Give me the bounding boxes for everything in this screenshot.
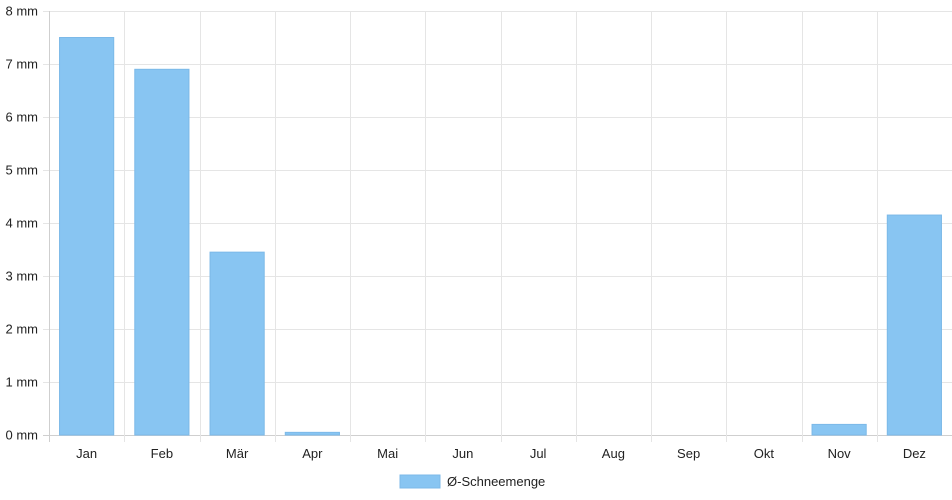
y-tick-label: 6 mm — [6, 110, 39, 125]
y-tick-label: 5 mm — [6, 163, 39, 178]
grid — [43, 11, 952, 442]
y-axis-ticks: 0 mm 1 mm 2 mm 3 mm 4 mm 5 mm 6 mm 7 mm 8 mm — [6, 4, 39, 443]
x-tick-label: Feb — [151, 446, 173, 461]
bar-nov[interactable] — [811, 423, 867, 436]
y-tick-label: 8 mm — [6, 4, 39, 19]
x-tick-label: Aug — [602, 446, 625, 461]
bars — [59, 37, 942, 436]
x-tick-label: Sep — [677, 446, 700, 461]
legend-label[interactable]: Ø-Schneemenge — [447, 474, 545, 489]
legend[interactable]: Ø-Schneemenge — [399, 474, 545, 489]
bar-apr[interactable] — [284, 431, 340, 436]
bar-mär[interactable] — [209, 251, 265, 436]
x-tick-label: Jun — [452, 446, 473, 461]
y-tick-label: 0 mm — [6, 428, 39, 443]
y-tick-label: 7 mm — [6, 57, 39, 72]
x-axis-ticks: Jan Feb Mär Apr Mai Jun Jul Aug Sep Okt Nov Dez — [76, 446, 926, 461]
bar-jan[interactable] — [59, 37, 115, 436]
x-tick-label: Dez — [903, 446, 926, 461]
y-tick-label: 2 mm — [6, 322, 39, 337]
x-tick-label: Jul — [530, 446, 547, 461]
bar-dez[interactable] — [886, 214, 942, 436]
y-tick-label: 1 mm — [6, 375, 39, 390]
x-tick-label: Okt — [754, 446, 775, 461]
x-tick-label: Apr — [302, 446, 323, 461]
x-tick-label: Mär — [226, 446, 249, 461]
y-tick-label: 3 mm — [6, 269, 39, 284]
y-tick-label: 4 mm — [6, 216, 39, 231]
x-tick-label: Mai — [377, 446, 398, 461]
legend-swatch[interactable] — [399, 474, 441, 489]
x-tick-label: Nov — [828, 446, 852, 461]
bar-feb[interactable] — [134, 68, 190, 436]
x-tick-label: Jan — [76, 446, 97, 461]
